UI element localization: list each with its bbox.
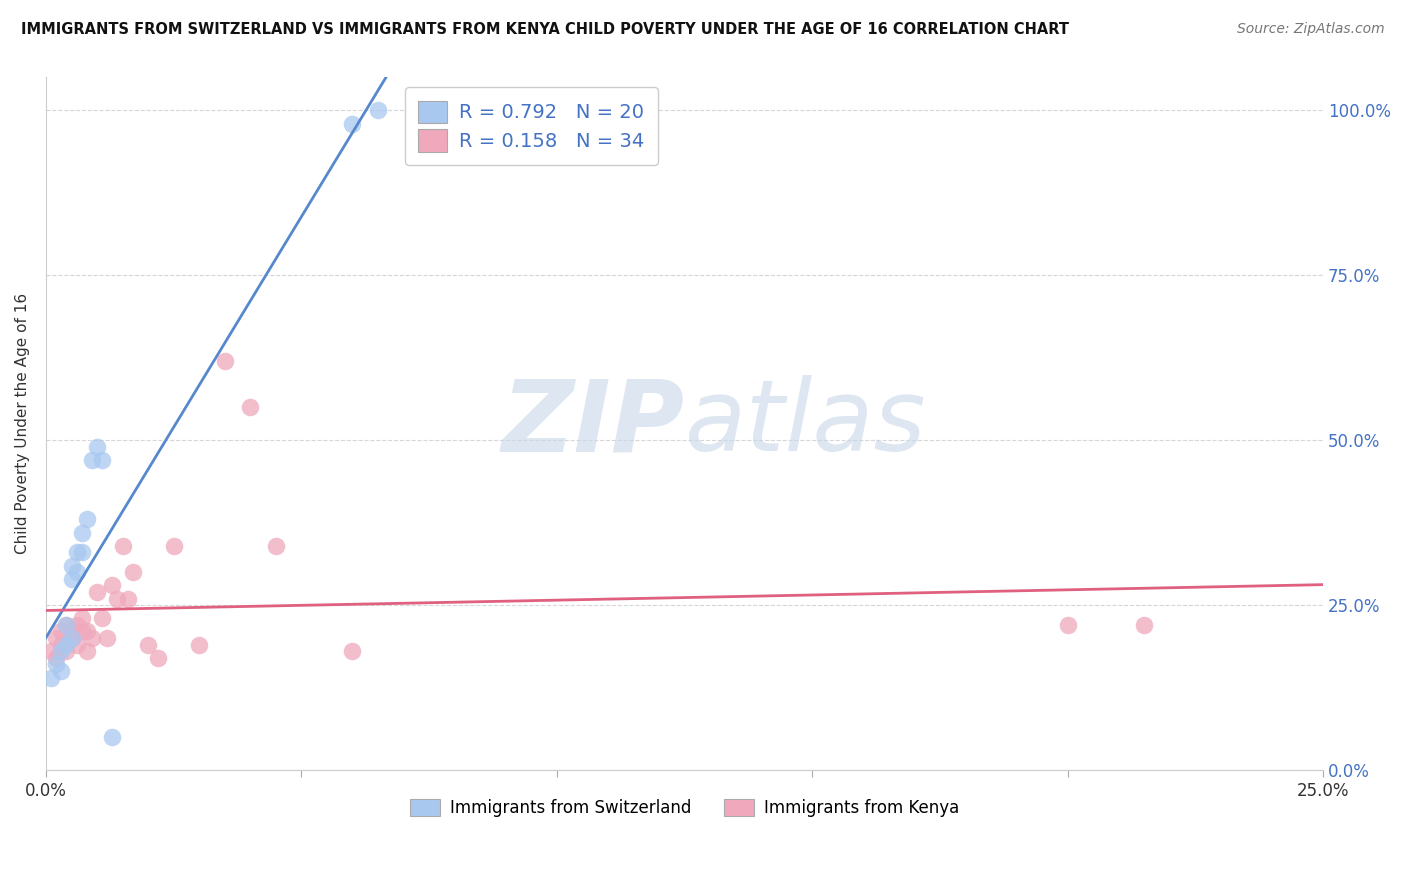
Point: [70, 611, 93, 625]
Point: [76, 644, 98, 658]
Point: [101, 578, 124, 592]
Point: [111, 539, 134, 553]
Point: [136, 638, 159, 652]
Point: [55, 618, 77, 632]
Point: [80, 631, 103, 645]
Point: [76, 624, 98, 639]
Point: [163, 539, 186, 553]
Point: [188, 638, 211, 652]
Point: [107, 591, 129, 606]
Point: [45, 631, 67, 645]
Point: [86, 585, 108, 599]
Point: [148, 651, 170, 665]
Point: [239, 401, 262, 415]
Point: [342, 117, 364, 131]
Point: [214, 354, 236, 368]
Point: [367, 103, 389, 118]
Point: [55, 618, 77, 632]
Text: IMMIGRANTS FROM SWITZERLAND VS IMMIGRANTS FROM KENYA CHILD POVERTY UNDER THE AGE: IMMIGRANTS FROM SWITZERLAND VS IMMIGRANT…: [21, 22, 1069, 37]
Point: [60, 631, 83, 645]
Text: Source: ZipAtlas.com: Source: ZipAtlas.com: [1237, 22, 1385, 37]
Point: [60, 572, 83, 586]
Text: atlas: atlas: [685, 376, 927, 472]
Point: [91, 611, 114, 625]
Point: [65, 545, 87, 559]
Legend: Immigrants from Switzerland, Immigrants from Kenya: Immigrants from Switzerland, Immigrants …: [404, 792, 966, 824]
Point: [70, 624, 93, 639]
Point: [65, 618, 87, 632]
Point: [91, 453, 114, 467]
Point: [96, 631, 118, 645]
Point: [70, 525, 93, 540]
Point: [65, 565, 87, 579]
Point: [39, 644, 62, 658]
Point: [60, 624, 83, 639]
Point: [45, 657, 67, 672]
Point: [55, 638, 77, 652]
Point: [342, 644, 364, 658]
Point: [60, 631, 83, 645]
Point: [55, 644, 77, 658]
Point: [65, 638, 87, 652]
Y-axis label: Child Poverty Under the Age of 16: Child Poverty Under the Age of 16: [15, 293, 30, 554]
Point: [45, 651, 67, 665]
Point: [76, 512, 98, 526]
Text: ZIP: ZIP: [502, 376, 685, 472]
Point: [51, 638, 73, 652]
Point: [1056, 618, 1078, 632]
Point: [1133, 618, 1156, 632]
Point: [86, 440, 108, 454]
Point: [101, 730, 124, 744]
Point: [80, 453, 103, 467]
Point: [51, 664, 73, 678]
Point: [264, 539, 287, 553]
Point: [39, 671, 62, 685]
Point: [51, 644, 73, 658]
Point: [60, 558, 83, 573]
Point: [117, 591, 139, 606]
Point: [70, 545, 93, 559]
Point: [51, 624, 73, 639]
Point: [121, 565, 143, 579]
